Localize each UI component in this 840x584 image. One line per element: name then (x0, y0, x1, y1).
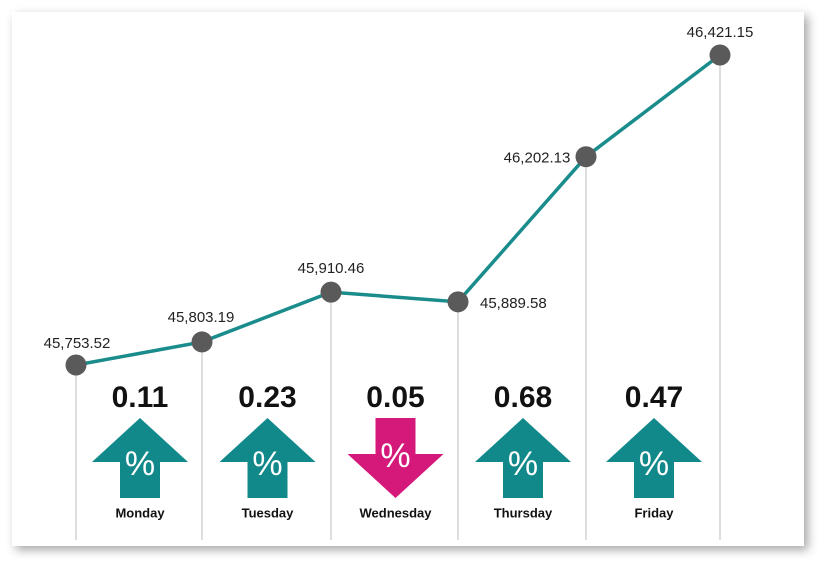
point (575, 146, 597, 168)
arrow (347, 418, 444, 498)
percent-symbol: % (125, 445, 155, 483)
day-label: Wednesday (359, 505, 432, 520)
arrow (475, 418, 571, 498)
line (75, 53, 722, 367)
change-value: 0.11 (112, 381, 169, 414)
arrow (92, 418, 188, 498)
day-label: Tuesday (242, 505, 295, 520)
value-label: 46,202.13 (504, 150, 571, 167)
change-value: 0.05 (366, 381, 424, 414)
value-label: 45,889.58 (480, 295, 547, 312)
value-label: 46,421.15 (687, 24, 754, 41)
percent-symbol: % (380, 437, 410, 475)
value-label: 45,910.46 (298, 260, 365, 277)
point (709, 44, 731, 66)
day-label: Friday (634, 505, 674, 520)
arrow (606, 418, 702, 498)
change-value: 0.68 (494, 381, 552, 414)
percent-symbol: % (639, 445, 669, 483)
point (320, 281, 342, 303)
percent-symbol: % (252, 445, 282, 483)
day-label: Monday (115, 505, 165, 520)
point (191, 331, 213, 353)
change-value: 0.47 (625, 381, 683, 414)
change-value: 0.23 (238, 381, 296, 414)
value-label: 45,753.52 (44, 335, 111, 352)
percent-symbol: % (508, 445, 538, 483)
day-label: Thursday (494, 505, 553, 520)
point (65, 354, 87, 376)
arrow (219, 418, 316, 498)
value-label: 45,803.19 (168, 309, 235, 326)
point (447, 291, 469, 313)
